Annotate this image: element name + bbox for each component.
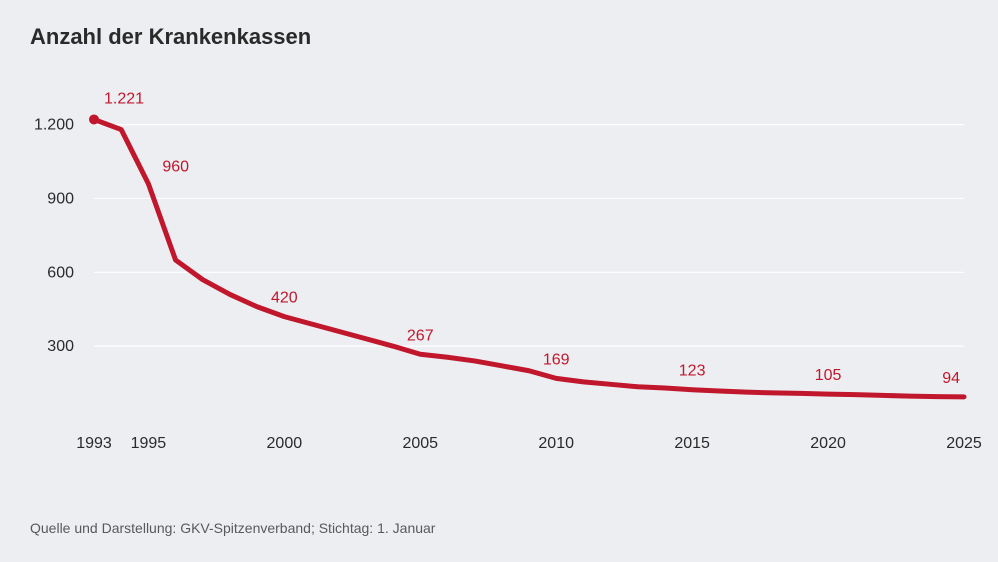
x-axis-tick-label: 2020 <box>810 435 846 452</box>
data-label: 123 <box>679 363 706 380</box>
data-label: 1.221 <box>104 90 144 107</box>
x-axis-tick-label: 1993 <box>76 435 112 452</box>
data-label: 105 <box>815 367 842 384</box>
y-axis-tick-label: 900 <box>47 190 74 207</box>
series-line <box>94 119 964 396</box>
chart-area: 300 600 900 1.200 1993 1995 2000 2005 2010 2015 20… <box>0 0 998 562</box>
data-label: 420 <box>271 290 298 307</box>
x-axis-tick-label: 2000 <box>267 435 303 452</box>
x-axis-tick-label: 2015 <box>674 435 710 452</box>
data-label: 169 <box>543 351 570 368</box>
series-start-marker <box>89 114 99 124</box>
data-label: 267 <box>407 327 434 344</box>
y-axis-tick-label: 300 <box>47 338 74 355</box>
chart-source-footer: Quelle und Darstellung: GKV-Spitzenverba… <box>30 520 435 536</box>
chart-svg: 300 600 900 1.200 1993 1995 2000 2005 2010 2015 20… <box>0 0 998 562</box>
x-axis-tick-label: 2005 <box>402 435 438 452</box>
y-axis-tick-label: 1.200 <box>34 117 74 134</box>
x-axis-tick-label: 2010 <box>538 435 574 452</box>
data-label: 960 <box>162 159 189 176</box>
x-axis-tick-label: 1995 <box>131 435 167 452</box>
y-axis-tick-label: 600 <box>47 264 74 281</box>
data-label: 94 <box>942 370 960 387</box>
x-axis-tick-label: 2025 <box>946 435 982 452</box>
